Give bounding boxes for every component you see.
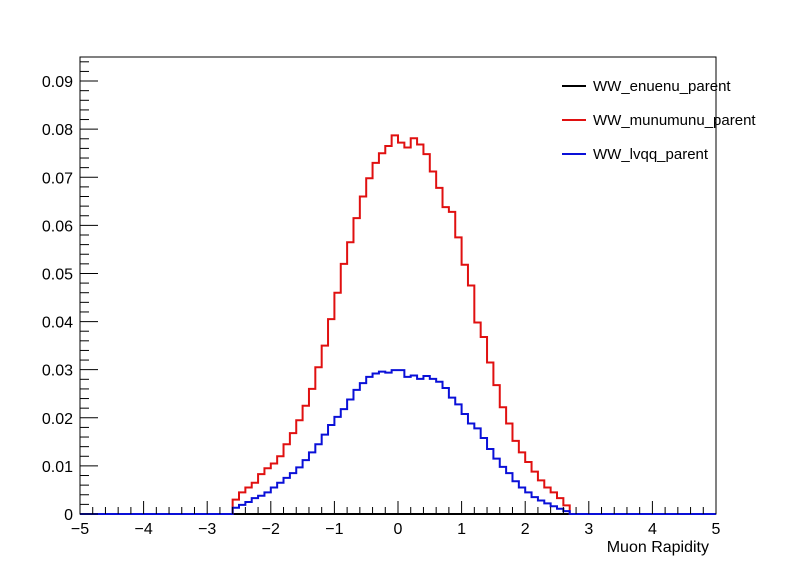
- axis-ticks: −5 −4 −3 −2 −1 0 1 2 3 4 5 0 0.01 0.02 0.03 0.04 0.05 0.0…: [42, 61, 721, 538]
- x-tick-label: −3: [198, 521, 216, 538]
- y-tick-label: 0.09: [42, 74, 73, 91]
- y-tick-label: 0.04: [42, 315, 73, 332]
- legend-label: WW_munumunu_parent: [593, 112, 756, 129]
- x-tick-label: 3: [584, 521, 593, 538]
- y-tick-label: 0.06: [42, 218, 73, 235]
- y-tick-label: 0.07: [42, 170, 73, 187]
- x-tick-label: 4: [648, 521, 657, 538]
- x-tick-label: 5: [712, 521, 721, 538]
- y-tick-label: 0.03: [42, 363, 73, 380]
- series-layer: [80, 134, 716, 515]
- legend-label: WW_lvqq_parent: [593, 146, 709, 163]
- series-line-ww-lvqq-parent: [80, 369, 716, 515]
- series-line-ww-munumunu-parent: [80, 134, 716, 515]
- x-tick-label: 0: [394, 521, 403, 538]
- legend-label: WW_enuenu_parent: [593, 78, 731, 95]
- y-tick-label: 0.01: [42, 459, 73, 476]
- y-tick-label: 0.08: [42, 122, 73, 139]
- x-tick-label: 1: [457, 521, 466, 538]
- x-tick-label: −2: [262, 521, 280, 538]
- y-tick-label: 0: [64, 507, 73, 524]
- x-axis-title: Muon Rapidity: [607, 539, 709, 556]
- legend: WW_enuenu_parent WW_munumunu_parent WW_lvq…: [562, 78, 756, 163]
- x-tick-label: −4: [134, 521, 152, 538]
- x-tick-label: −1: [325, 521, 343, 538]
- x-tick-label: 2: [521, 521, 530, 538]
- x-tick-label: −5: [71, 521, 89, 538]
- y-tick-label: 0.02: [42, 411, 73, 428]
- y-tick-label: 0.05: [42, 266, 73, 283]
